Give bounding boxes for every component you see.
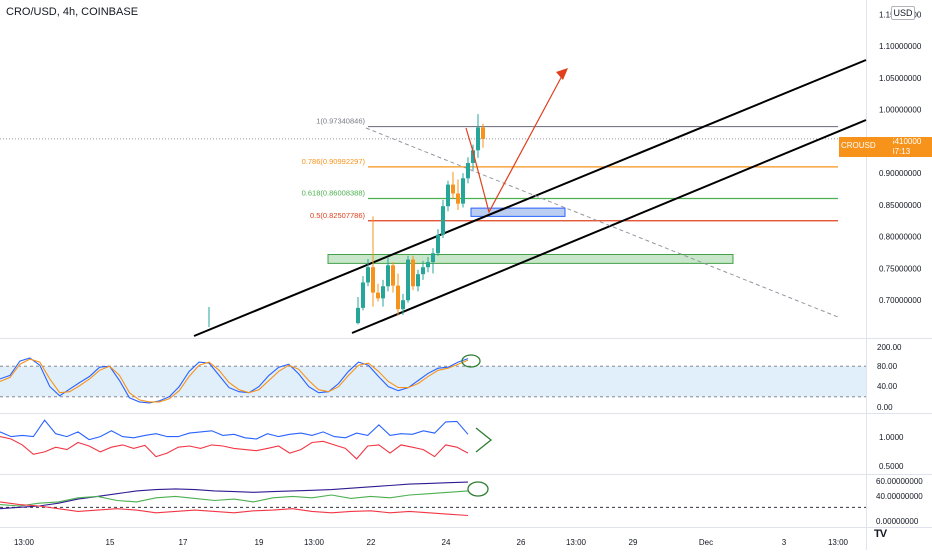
candle-body bbox=[466, 163, 470, 179]
currency-badge[interactable]: USD bbox=[891, 6, 915, 20]
oscillator-axis-tick: 80.00 bbox=[877, 362, 898, 371]
candle-body bbox=[366, 267, 370, 283]
candle-body bbox=[426, 262, 430, 268]
oscillator-axis-tick: 40.00 bbox=[877, 382, 898, 391]
time-axis-tick: 13:00 bbox=[566, 538, 587, 547]
time-axis-tick: 29 bbox=[629, 538, 638, 547]
candle-body bbox=[446, 184, 450, 207]
channel-upper-line bbox=[193, 59, 867, 337]
time-axis-tick: 15 bbox=[106, 538, 115, 547]
time-axis-tick: 13:00 bbox=[14, 538, 35, 547]
price-axis-tick: 0.70000000 bbox=[879, 296, 922, 305]
oscillator-highlight-ellipse bbox=[461, 354, 481, 368]
time-axis-tick: 19 bbox=[255, 538, 264, 547]
time-axis-tick: 3 bbox=[782, 538, 787, 547]
candle-body bbox=[381, 286, 385, 299]
adx-series-line bbox=[0, 490, 469, 507]
candle-body bbox=[451, 184, 455, 194]
ratio-axis-tick: 1.0000 bbox=[879, 433, 904, 442]
time-axis-tick: 13:00 bbox=[828, 538, 849, 547]
adx-series-line bbox=[0, 481, 469, 510]
channel-lower-line bbox=[351, 119, 867, 334]
fib-level-label: 1(0.97340846) bbox=[316, 117, 365, 126]
time-axis-tick: 17 bbox=[179, 538, 188, 547]
time-axis-tick: 13:00 bbox=[304, 538, 325, 547]
adx-axis-tick: 0.00000000 bbox=[876, 517, 919, 526]
time-axis-tick: 24 bbox=[442, 538, 451, 547]
candle-body bbox=[356, 307, 360, 324]
symbol-price-tag: CROUSD bbox=[839, 137, 893, 157]
candle-body bbox=[361, 282, 365, 308]
fib-level-label: 0.786(0.90992297) bbox=[302, 157, 366, 166]
price-axis-tick: 0.90000000 bbox=[879, 169, 922, 178]
candle-body bbox=[471, 150, 475, 164]
time-axis-tick: 26 bbox=[517, 538, 526, 547]
adx-highlight-ellipse bbox=[467, 481, 489, 497]
time-axis-tick: 22 bbox=[367, 538, 376, 547]
candle-body bbox=[391, 265, 395, 286]
symbol-title[interactable]: CRO/USD, 4h, COINBASE bbox=[6, 6, 139, 18]
fib-level-label: 0.618(0.86008388) bbox=[302, 189, 366, 198]
candle-body bbox=[431, 253, 435, 263]
candle-body bbox=[416, 274, 420, 287]
candle-body bbox=[411, 259, 415, 287]
candle-body bbox=[421, 267, 425, 275]
time-axis-tick: Dec bbox=[699, 538, 713, 547]
projection-arrow-head bbox=[556, 68, 568, 80]
adx-axis-tick: 40.00000000 bbox=[876, 492, 923, 501]
candle-body bbox=[386, 265, 390, 287]
price-axis-tick: 0.80000000 bbox=[879, 233, 922, 242]
dashed-trend-line bbox=[365, 127, 839, 318]
candle-body bbox=[376, 292, 380, 299]
tradingview-logo-icon[interactable]: TV bbox=[874, 528, 887, 540]
candle-body bbox=[481, 127, 485, 139]
oscillator-axis-tick: 0.00 bbox=[877, 403, 893, 412]
price-axis-tick: 0.85000000 bbox=[879, 201, 922, 210]
ratio-axis-tick: 0.5000 bbox=[879, 462, 904, 471]
fib-level-label: 0.5(0.82507786) bbox=[310, 211, 366, 220]
target-zone-rect bbox=[470, 207, 566, 217]
oscillator-series-line bbox=[0, 357, 469, 404]
candle-body bbox=[461, 178, 465, 204]
last-price-countdown: 01:37:13 bbox=[879, 147, 911, 156]
candle-body bbox=[436, 234, 440, 254]
candle-body bbox=[476, 127, 480, 151]
candle-body bbox=[371, 267, 375, 293]
symbol-price-tag-label: CROUSD bbox=[841, 141, 876, 150]
price-axis-tick: 0.75000000 bbox=[879, 264, 922, 273]
candle-body bbox=[396, 285, 400, 310]
candle-body bbox=[406, 259, 410, 301]
ratio-series-line bbox=[0, 419, 469, 441]
oscillator-series-line bbox=[0, 358, 469, 403]
candle-body bbox=[456, 193, 460, 204]
oscillator-axis-tick: 200.00 bbox=[877, 343, 902, 352]
price-axis-tick: 1.10000000 bbox=[879, 42, 922, 51]
adx-axis-tick: 60.00000000 bbox=[876, 477, 923, 486]
candle-body bbox=[441, 206, 445, 235]
price-axis-tick: 1.05000000 bbox=[879, 74, 922, 83]
projection-path bbox=[465, 73, 564, 214]
ratio-series-line bbox=[0, 436, 469, 460]
adx-series-line bbox=[0, 501, 469, 517]
last-price-value: 0.95410000 bbox=[879, 137, 922, 146]
price-axis-tick: 1.00000000 bbox=[879, 106, 922, 115]
candle-body bbox=[401, 300, 405, 310]
ratio-chevron-icon bbox=[475, 427, 493, 453]
